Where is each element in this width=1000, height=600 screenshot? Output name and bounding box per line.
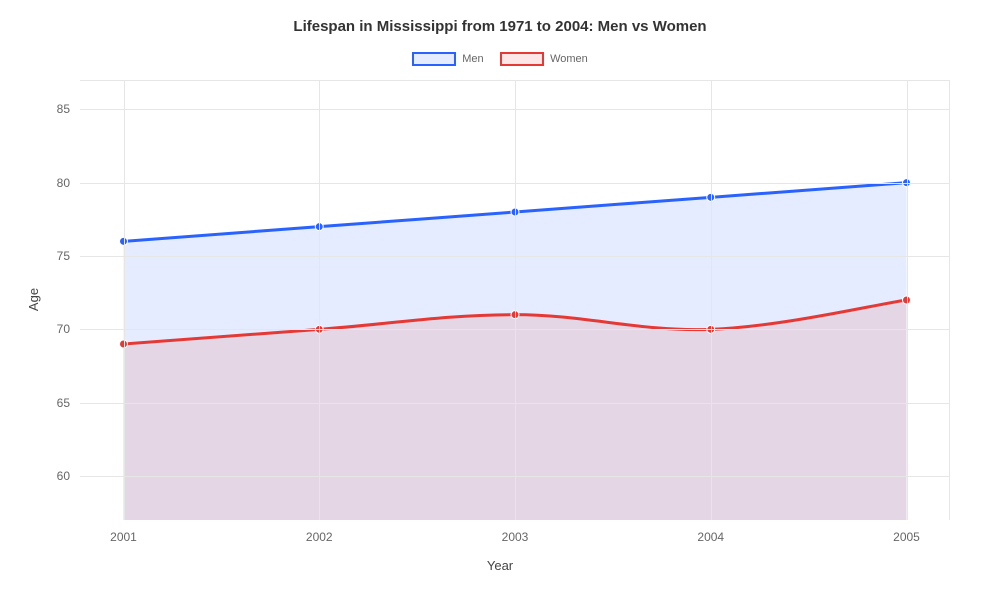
chart-container: Lifespan in Mississippi from 1971 to 200…	[0, 0, 1000, 600]
legend-label-men: Men	[462, 53, 483, 65]
plot-area: 60657075808520012002200320042005	[80, 80, 950, 520]
legend-swatch-men	[412, 52, 456, 66]
y-axis-title: Age	[26, 288, 41, 311]
x-tick-label: 2004	[697, 520, 724, 544]
grid-line-v	[124, 80, 125, 520]
y-tick-label: 75	[57, 249, 80, 263]
x-axis-title: Year	[487, 558, 513, 573]
y-tick-label: 60	[57, 469, 80, 483]
x-tick-label: 2002	[306, 520, 333, 544]
y-tick-label: 70	[57, 322, 80, 336]
legend-item-men[interactable]: Men	[412, 52, 483, 66]
legend-label-women: Women	[550, 53, 588, 65]
legend: Men Women	[0, 52, 1000, 71]
y-tick-label: 85	[57, 102, 80, 116]
x-tick-label: 2005	[893, 520, 920, 544]
y-tick-label: 65	[57, 396, 80, 410]
x-tick-label: 2001	[110, 520, 137, 544]
y-tick-label: 80	[57, 176, 80, 190]
grid-line-v	[319, 80, 320, 520]
grid-line-v	[907, 80, 908, 520]
legend-item-women[interactable]: Women	[500, 52, 588, 66]
grid-line-v	[711, 80, 712, 520]
x-tick-label: 2003	[502, 520, 529, 544]
chart-title: Lifespan in Mississippi from 1971 to 200…	[0, 18, 1000, 35]
grid-line-v	[515, 80, 516, 520]
legend-swatch-women	[500, 52, 544, 66]
